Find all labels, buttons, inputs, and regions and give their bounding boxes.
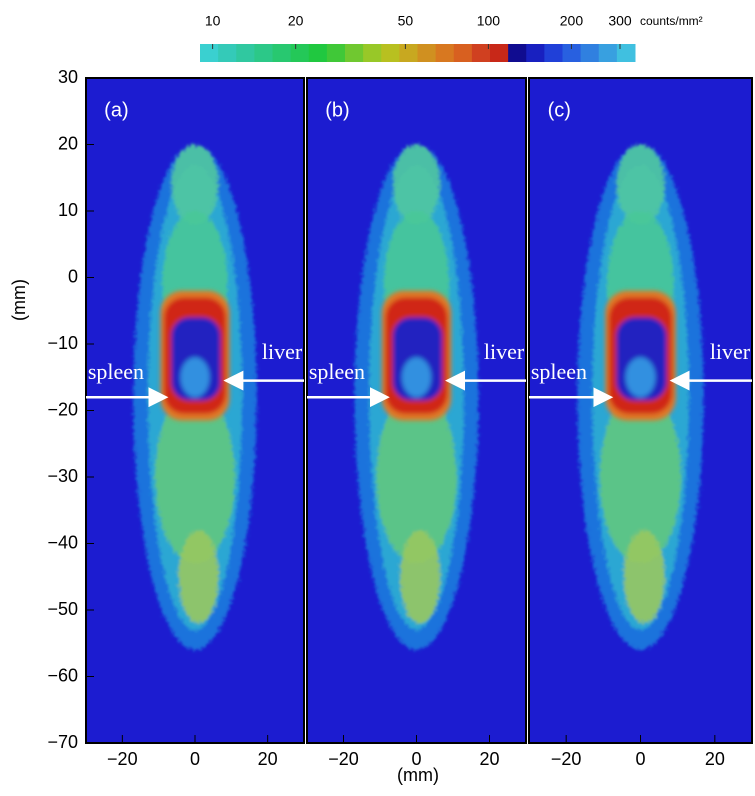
annotation: spleen bbox=[88, 359, 144, 384]
organ bbox=[160, 290, 230, 421]
colorbar-segment bbox=[326, 44, 346, 62]
activity-region bbox=[376, 390, 457, 564]
x-tick-label: −20 bbox=[328, 749, 359, 769]
colorbar-segment bbox=[236, 44, 255, 62]
annotation: spleen bbox=[309, 359, 365, 384]
activity-region bbox=[400, 530, 441, 624]
colorbar-tick-label: 200 bbox=[560, 13, 584, 29]
y-tick-label: −10 bbox=[47, 333, 78, 353]
colorbar-segment bbox=[544, 44, 563, 62]
organ bbox=[605, 290, 676, 421]
x-tick-label: −20 bbox=[107, 749, 138, 769]
colorbar-segment bbox=[218, 44, 237, 62]
y-tick-label: −20 bbox=[47, 399, 78, 419]
annotation: liver bbox=[262, 339, 303, 364]
colorbar-label: counts/mm² bbox=[640, 14, 703, 28]
y-tick-label: 10 bbox=[58, 200, 78, 220]
activity-region bbox=[171, 144, 219, 225]
activity-region bbox=[616, 144, 665, 225]
colorbar-tick-label: 20 bbox=[288, 13, 304, 29]
x-tick-label: 0 bbox=[411, 749, 421, 769]
colorbar-segment bbox=[490, 44, 509, 62]
colorbar-segment bbox=[254, 44, 273, 62]
colorbar-segment bbox=[562, 44, 582, 62]
colorbar-segment bbox=[399, 44, 418, 62]
x-tick-label: 0 bbox=[190, 749, 200, 769]
x-tick-label: 20 bbox=[258, 749, 278, 769]
colorbar-segment bbox=[526, 44, 545, 62]
panel-label: (b) bbox=[325, 100, 349, 122]
heatmap bbox=[529, 78, 752, 743]
colorbar-segment bbox=[453, 44, 473, 62]
y-tick-label: −50 bbox=[47, 599, 78, 619]
activity-region bbox=[392, 144, 441, 225]
colorbar-tick-label: 300 bbox=[608, 13, 632, 29]
annotation: liver bbox=[484, 339, 525, 364]
colorbar-segment bbox=[272, 44, 292, 62]
colorbar-segment bbox=[598, 44, 618, 62]
activity-region bbox=[178, 530, 219, 624]
y-tick-label: −30 bbox=[47, 466, 78, 486]
colorbar-segment bbox=[345, 44, 364, 62]
x-tick-label: 20 bbox=[479, 749, 499, 769]
colorbar-segment bbox=[381, 44, 400, 62]
x-axis-label: (mm) bbox=[397, 765, 439, 785]
colorbar-segment bbox=[308, 44, 328, 62]
activity-region bbox=[623, 530, 665, 624]
y-tick-label: 0 bbox=[68, 266, 78, 286]
x-tick-label: 0 bbox=[635, 749, 645, 769]
y-tick-label: −60 bbox=[47, 665, 78, 685]
heatmap bbox=[86, 78, 304, 743]
organ-center bbox=[401, 357, 432, 398]
colorbar-segment bbox=[508, 44, 527, 62]
colorbar-tick-label: 50 bbox=[398, 13, 414, 29]
colorbar-segment bbox=[200, 44, 219, 62]
annotation: spleen bbox=[531, 359, 587, 384]
colorbar-segment bbox=[616, 44, 636, 62]
colorbar-segment bbox=[435, 44, 455, 62]
organ-center bbox=[180, 357, 210, 398]
x-tick-label: −20 bbox=[551, 749, 582, 769]
y-tick-label: 20 bbox=[58, 133, 78, 153]
y-tick-label: −40 bbox=[47, 532, 78, 552]
organ bbox=[381, 290, 452, 421]
activity-region bbox=[155, 390, 235, 564]
organ-center bbox=[625, 357, 656, 398]
colorbar-tick-label: 100 bbox=[477, 13, 501, 29]
x-tick-label: 20 bbox=[705, 749, 725, 769]
annotation: liver bbox=[710, 339, 751, 364]
colorbar-segment bbox=[417, 44, 437, 62]
colorbar-segment bbox=[471, 44, 491, 62]
colorbar-segment bbox=[363, 44, 382, 62]
colorbar-segment bbox=[580, 44, 600, 62]
colorbar-tick-label: 10 bbox=[205, 13, 221, 29]
y-tick-label: −70 bbox=[47, 732, 78, 752]
colorbar-segment bbox=[290, 44, 310, 62]
y-axis-label: (mm) bbox=[9, 279, 29, 321]
panel-label: (a) bbox=[104, 100, 128, 122]
activity-region bbox=[599, 390, 682, 564]
heatmap bbox=[307, 78, 526, 743]
y-tick-label: 30 bbox=[58, 67, 78, 87]
panel-label: (c) bbox=[548, 100, 571, 122]
